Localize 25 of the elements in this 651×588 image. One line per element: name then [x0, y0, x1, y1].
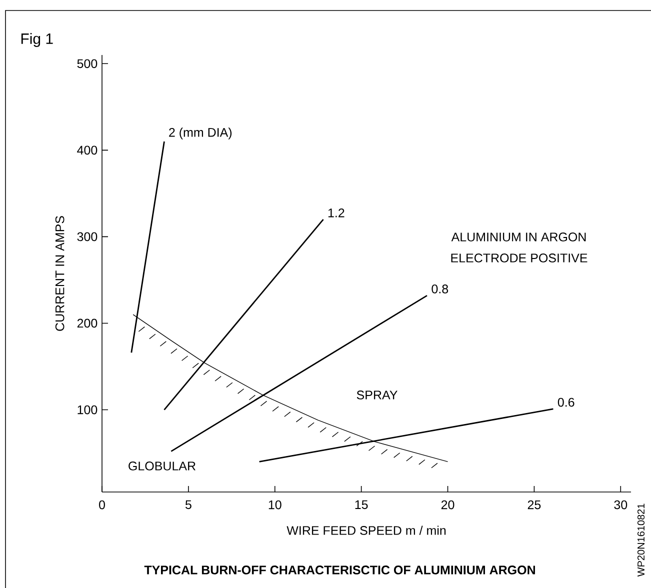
x-tick-label: 30 — [614, 500, 628, 510]
annotation: SPRAY — [356, 390, 398, 400]
x-tick-label: 20 — [441, 500, 454, 510]
text: WP20N1610821 — [637, 504, 645, 577]
annotation: GLOBULAR — [128, 462, 196, 470]
annotation: ALUMINIUM IN ARGON — [451, 232, 586, 242]
series-label: 0.6 — [558, 398, 574, 407]
x-tick-label: 10 — [268, 500, 282, 510]
series-label: 2 (mm DIA) — [169, 128, 232, 140]
x-tick-label: 0 — [99, 500, 105, 510]
annotation: ELECTRODE POSITIVE — [451, 254, 588, 262]
y-axis-title: CURRENT IN AMPS — [55, 216, 64, 331]
y-tick-label: 500 — [77, 59, 98, 68]
series-label: 1.2 — [328, 208, 344, 218]
x-axis-title: WIRE FEED SPEED m / min — [286, 526, 446, 535]
y-tick-label: 100 — [78, 405, 98, 414]
y-tick-label: 300 — [77, 232, 98, 242]
x-tick-label: 5 — [185, 500, 192, 510]
y-tick-label: 400 — [77, 146, 98, 155]
y-tick-label: 200 — [77, 318, 98, 328]
caption: Fig 1 — [21, 32, 53, 47]
series-label: 0.8 — [432, 284, 448, 294]
x-tick-label: 15 — [355, 500, 368, 510]
x-tick-label: 25 — [528, 500, 541, 510]
text: TYPICAL BURN-OFF CHARACTERISCTIC OF ALUMINIUM ARGON — [144, 566, 535, 574]
